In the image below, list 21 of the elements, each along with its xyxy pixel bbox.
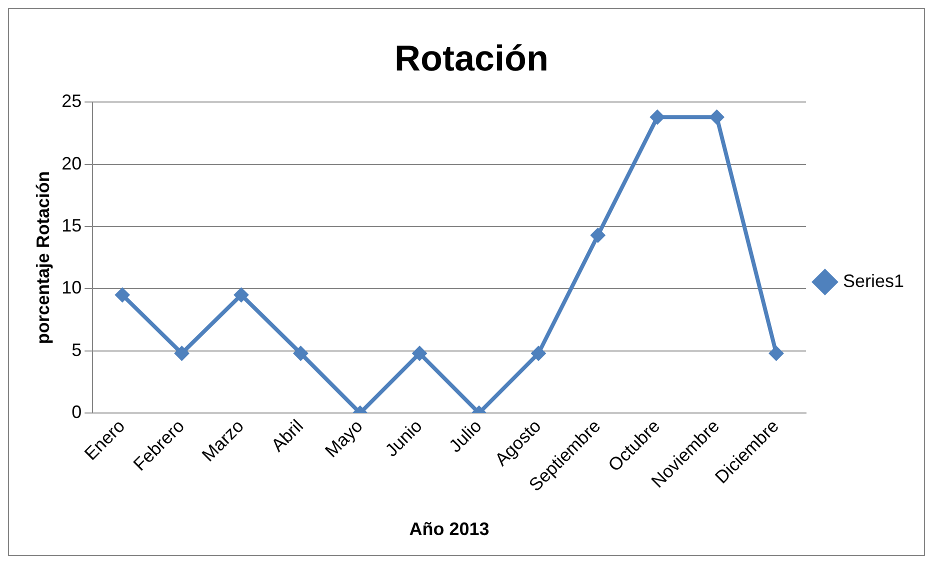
point [234, 287, 249, 302]
chart-title: Rotación [394, 38, 549, 79]
legend-label: Series1 [842, 270, 904, 291]
y-tick-label: 25 [62, 91, 82, 112]
point [590, 228, 606, 243]
y-tick-label: 5 [72, 340, 82, 360]
y-tick-label: 0 [72, 402, 82, 422]
point [530, 346, 546, 361]
y-tick-label: 10 [62, 278, 82, 298]
y-axis-title: porcentaje Rotación [32, 171, 53, 344]
x-tick-label: Julio [445, 416, 486, 456]
point [650, 110, 665, 125]
y-tick-label: 15 [62, 216, 82, 236]
y-tick-label: 20 [62, 153, 82, 174]
point [174, 346, 190, 361]
point [768, 346, 784, 361]
x-axis-title: Año 2013 [409, 519, 490, 540]
point [709, 110, 724, 125]
point [114, 287, 130, 302]
point [412, 346, 428, 361]
point [293, 346, 308, 361]
